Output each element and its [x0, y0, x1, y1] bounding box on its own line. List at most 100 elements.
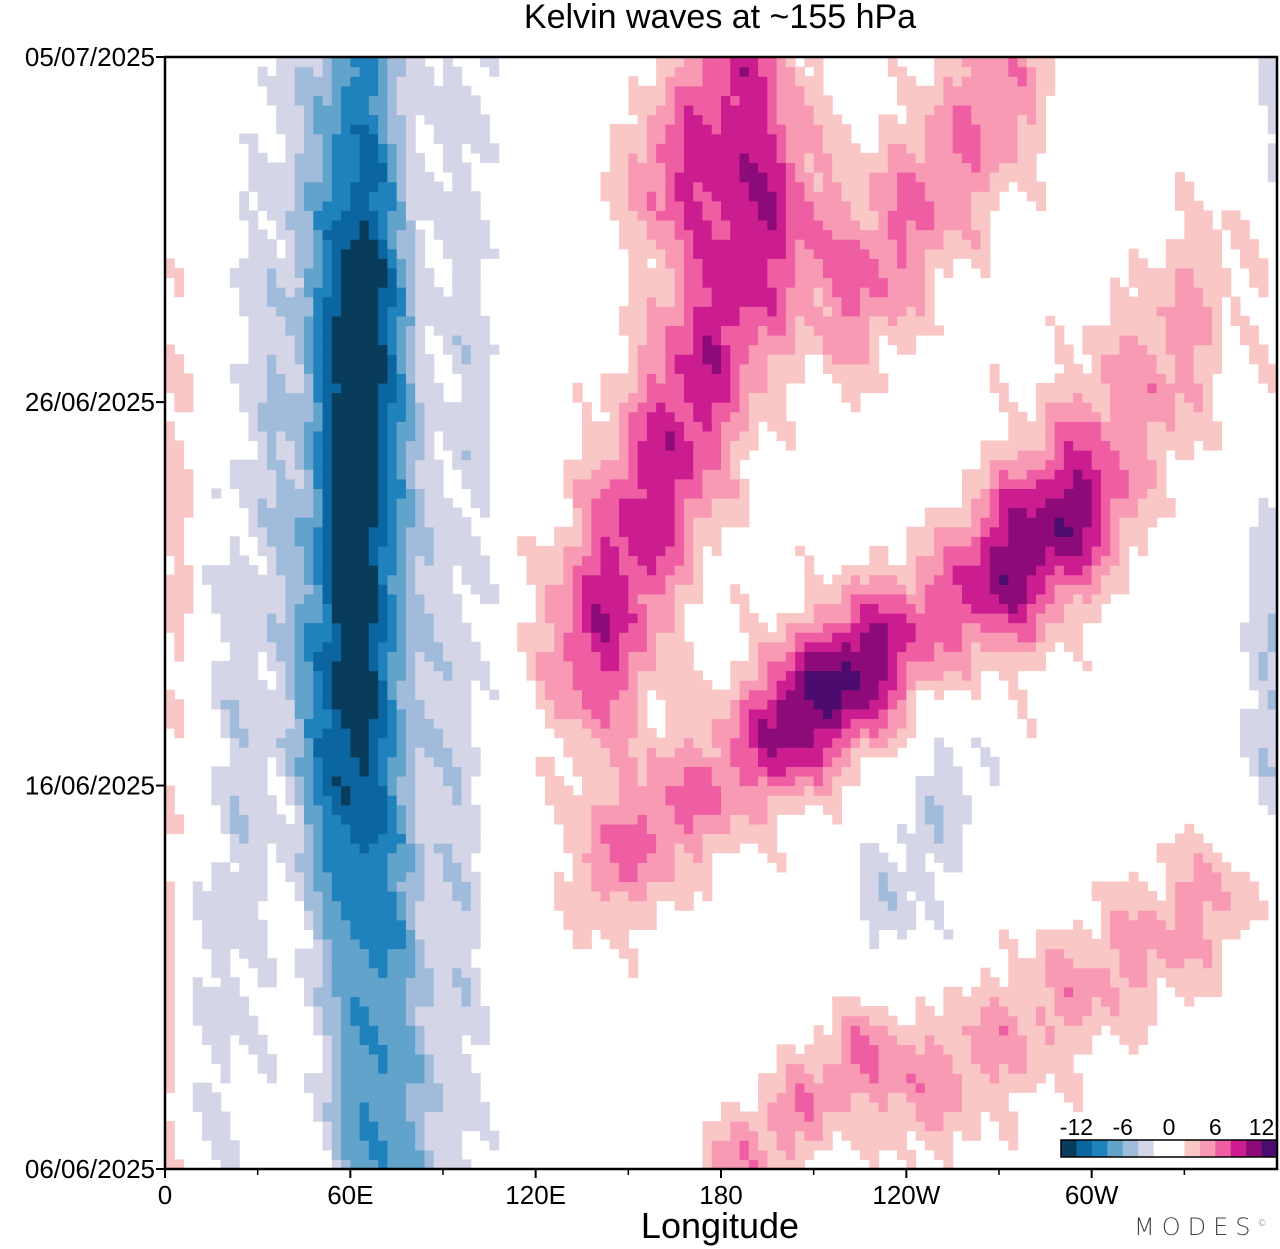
heatmap-cell: [378, 76, 388, 87]
heatmap-cell: [934, 545, 944, 557]
heatmap-cell: [257, 536, 268, 547]
heatmap-cell: [1063, 459, 1093, 470]
heatmap-cell: [674, 536, 685, 547]
heatmap-cell: [424, 1149, 435, 1161]
heatmap-cell: [248, 152, 268, 164]
heatmap-cell: [405, 469, 416, 480]
heatmap-cell: [822, 1121, 926, 1132]
heatmap-cell: [572, 603, 583, 614]
colorbar-label: -6: [1112, 1114, 1132, 1140]
heatmap-cell: [276, 354, 296, 365]
heatmap-cell: [304, 881, 314, 892]
heatmap-cell: [1165, 421, 1176, 432]
heatmap-cell: [378, 1159, 388, 1170]
heatmap-cell: [331, 555, 370, 566]
heatmap-cell: [415, 804, 481, 815]
heatmap-cell: [924, 248, 991, 259]
heatmap-cell: [405, 833, 416, 844]
heatmap-cell: [239, 200, 249, 211]
heatmap-cell: [1017, 133, 1046, 144]
heatmap-cell: [646, 373, 657, 384]
heatmap-cell: [165, 1073, 175, 1084]
heatmap-cell: [304, 440, 314, 451]
heatmap-cell: [1258, 517, 1278, 528]
heatmap-cell: [368, 200, 398, 211]
heatmap-cell: [387, 344, 398, 355]
heatmap-cell: [563, 469, 592, 480]
heatmap-cell: [415, 555, 426, 566]
heatmap-cell: [1045, 402, 1093, 413]
heatmap-cell: [776, 1044, 796, 1055]
heatmap-cell: [304, 114, 314, 125]
heatmap-cell: [239, 287, 268, 298]
heatmap-cell: [202, 929, 268, 940]
heatmap-cell: [322, 728, 351, 739]
heatmap-cell: [1128, 469, 1158, 480]
heatmap-cell: [1128, 478, 1158, 489]
heatmap-cell: [785, 248, 796, 259]
heatmap-cell: [739, 373, 768, 384]
heatmap-cell: [832, 632, 861, 643]
heatmap-cell: [1258, 66, 1278, 77]
heatmap-cell: [1036, 85, 1056, 96]
heatmap-cell: [433, 555, 490, 566]
heatmap-cell: [1045, 967, 1111, 978]
heatmap-cell: [396, 881, 426, 892]
heatmap-cell: [758, 66, 778, 77]
heatmap-cell: [248, 335, 296, 346]
heatmap-cell: [331, 1082, 342, 1093]
heatmap-cell: [665, 95, 676, 106]
heatmap-cell: [989, 507, 1000, 518]
heatmap-cell: [674, 430, 685, 442]
heatmap-cell: [229, 795, 240, 806]
heatmap-cell: [572, 593, 583, 605]
heatmap-cell: [646, 891, 694, 902]
heatmap-cell: [165, 459, 185, 470]
heatmap-cell: [415, 402, 426, 413]
heatmap-cell: [341, 287, 379, 298]
heatmap-cell: [396, 565, 407, 576]
heatmap-cell: [1110, 910, 1130, 921]
heatmap-cell: [591, 613, 611, 624]
heatmap-cell: [387, 632, 398, 643]
heatmap-cell: [433, 622, 472, 633]
heatmap-cell: [415, 1044, 426, 1055]
heatmap-cell: [628, 967, 639, 978]
heatmap-cell: [906, 593, 926, 605]
heatmap-cell: [1202, 392, 1213, 403]
heatmap-cell: [860, 574, 870, 585]
heatmap-cell: [368, 545, 379, 557]
heatmap-cell: [387, 1063, 426, 1074]
heatmap-cell: [609, 891, 629, 902]
heatmap-cell: [322, 229, 361, 240]
heatmap-cell: [359, 843, 370, 854]
heatmap-cell: [841, 660, 852, 672]
heatmap-cell: [758, 843, 778, 854]
heatmap-cell: [396, 843, 416, 854]
heatmap-cell: [702, 421, 713, 432]
heatmap-cell: [331, 497, 379, 509]
heatmap-cell: [341, 258, 388, 269]
heatmap-cell: [165, 373, 194, 384]
heatmap-cell: [1100, 421, 1148, 432]
heatmap-cell: [387, 85, 398, 96]
heatmap-cell: [850, 641, 861, 652]
heatmap-cell: [313, 756, 324, 767]
heatmap-cell: [721, 354, 731, 365]
colorbar-swatch: [1138, 1140, 1154, 1157]
heatmap-cell: [415, 287, 444, 298]
heatmap-cell: [322, 95, 333, 106]
heatmap-cell: [906, 699, 917, 710]
heatmap-cell: [915, 795, 926, 806]
heatmap-cell: [294, 76, 333, 87]
heatmap-cell: [489, 66, 500, 77]
heatmap-cell: [165, 919, 175, 930]
heatmap-cell: [229, 651, 259, 662]
heatmap-cell: [1165, 315, 1213, 327]
heatmap-cell: [341, 296, 379, 307]
heatmap-cell: [785, 133, 824, 144]
heatmap-cell: [1212, 938, 1222, 950]
heatmap-cell: [1063, 641, 1083, 652]
heatmap-cell: [860, 881, 880, 892]
heatmap-cell: [591, 804, 676, 815]
